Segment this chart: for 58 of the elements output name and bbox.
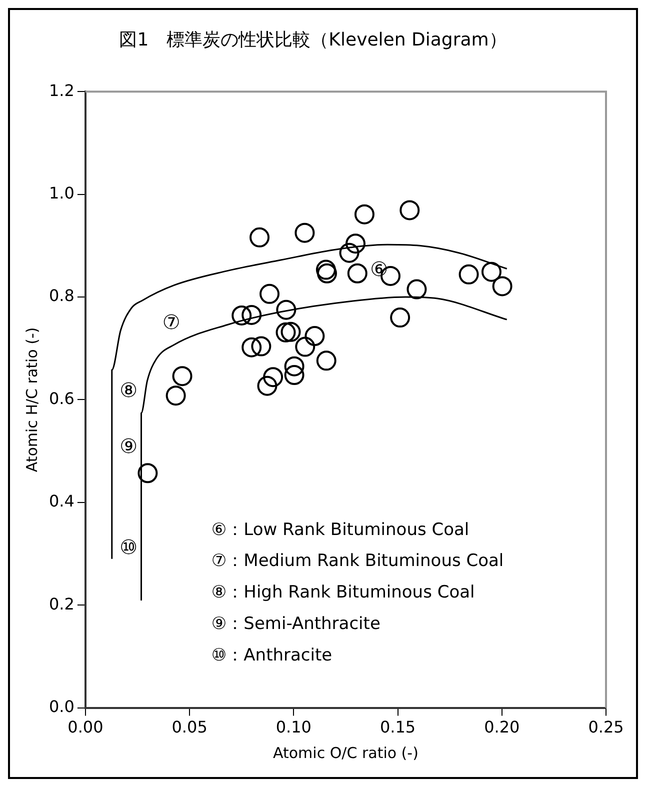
point	[316, 263, 337, 284]
x-tick-label: 0.25	[588, 718, 624, 737]
point	[280, 322, 301, 342]
point	[263, 367, 284, 388]
point	[339, 242, 360, 263]
point	[481, 262, 502, 282]
annotation: ⑦	[162, 310, 180, 334]
point	[250, 227, 270, 248]
point	[400, 200, 420, 220]
point	[242, 304, 262, 325]
annotation: ⑥：Low Rank Bituminous Coal	[211, 520, 470, 540]
point	[166, 386, 186, 406]
annotation: ⑩	[120, 535, 138, 560]
point	[260, 284, 280, 304]
annotation: ⑥	[370, 257, 388, 282]
y-axis-title: Atomic H/C ratio (-)	[22, 327, 41, 472]
y-tick-label: 1.2	[48, 80, 74, 100]
point	[346, 234, 366, 254]
point	[406, 279, 427, 300]
annotation: ⑧：High Rank Bituminous Coal	[211, 582, 475, 603]
y-tick-label: 0.0	[48, 696, 74, 716]
y-tick-label: 0.4	[48, 492, 74, 511]
annotation: ⑩：Anthracite	[211, 645, 332, 666]
x-tick-label: 0.20	[484, 718, 520, 737]
annotation: ⑦：Medium Rank Bituminous Coal	[211, 551, 504, 572]
point	[354, 204, 374, 224]
point	[284, 356, 304, 376]
point	[251, 336, 272, 356]
point	[172, 366, 192, 386]
y-tick-label: 1.0	[48, 183, 74, 202]
point	[458, 264, 479, 284]
point	[232, 305, 252, 326]
point	[284, 365, 304, 386]
annotation: ⑨	[120, 434, 138, 458]
point	[276, 300, 296, 320]
point	[304, 326, 325, 346]
point	[242, 337, 262, 358]
point	[294, 222, 315, 243]
point	[295, 336, 316, 357]
point	[347, 263, 368, 284]
point	[390, 308, 410, 328]
annotation: ⑨：Semi-Anthracite	[211, 614, 380, 634]
y-tick-label: 0.8	[48, 286, 74, 306]
chart-title: 図1 標準炭の性状比較（Klevelen Diagram）	[119, 29, 507, 50]
y-tick-label: 0.6	[48, 388, 74, 408]
point	[138, 463, 158, 484]
x-tick-label: 0.15	[380, 718, 416, 737]
x-tick-label: 0.00	[68, 718, 104, 737]
y-tick-label: 0.2	[48, 594, 74, 614]
point	[316, 350, 336, 371]
x-tick-label: 0.05	[172, 718, 208, 737]
x-tick-label: 0.10	[276, 718, 312, 737]
point	[316, 260, 336, 280]
point	[276, 322, 296, 342]
annotation: ⑧	[120, 378, 138, 402]
x-axis-title: Atomic O/C ratio (-)	[273, 744, 418, 762]
point	[257, 376, 278, 396]
point	[492, 276, 512, 296]
